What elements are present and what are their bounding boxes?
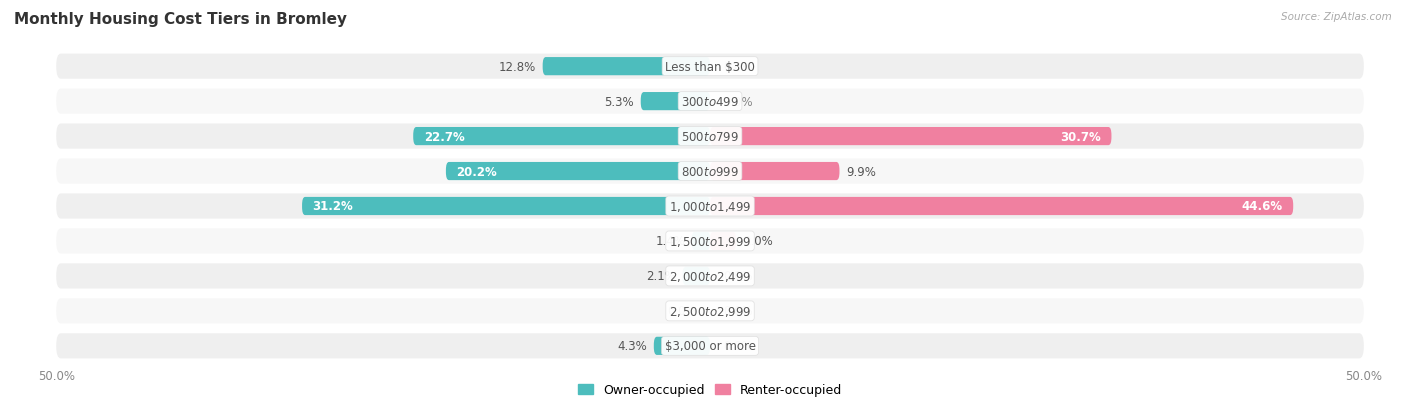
FancyBboxPatch shape xyxy=(413,128,710,146)
Text: 9.9%: 9.9% xyxy=(846,165,876,178)
Text: 22.7%: 22.7% xyxy=(423,130,464,143)
Text: $2,500 to $2,999: $2,500 to $2,999 xyxy=(669,304,751,318)
Text: 0.0%: 0.0% xyxy=(723,305,752,318)
FancyBboxPatch shape xyxy=(56,229,1364,254)
FancyBboxPatch shape xyxy=(56,89,1364,114)
FancyBboxPatch shape xyxy=(56,333,1364,358)
FancyBboxPatch shape xyxy=(56,159,1364,184)
Text: 0.0%: 0.0% xyxy=(723,270,752,283)
Text: $800 to $999: $800 to $999 xyxy=(681,165,740,178)
Text: 44.6%: 44.6% xyxy=(1241,200,1282,213)
Text: 0.0%: 0.0% xyxy=(723,61,752,74)
Text: 2.0%: 2.0% xyxy=(742,235,772,248)
FancyBboxPatch shape xyxy=(710,232,737,250)
FancyBboxPatch shape xyxy=(654,337,710,355)
Text: 5.3%: 5.3% xyxy=(605,95,634,108)
FancyBboxPatch shape xyxy=(710,128,1112,146)
Text: $1,000 to $1,499: $1,000 to $1,499 xyxy=(669,199,751,214)
Text: $3,000 or more: $3,000 or more xyxy=(665,339,755,352)
Text: 20.2%: 20.2% xyxy=(457,165,498,178)
Legend: Owner-occupied, Renter-occupied: Owner-occupied, Renter-occupied xyxy=(574,378,846,401)
Text: $300 to $499: $300 to $499 xyxy=(681,95,740,108)
Text: 2.1%: 2.1% xyxy=(647,270,676,283)
FancyBboxPatch shape xyxy=(56,55,1364,80)
FancyBboxPatch shape xyxy=(692,232,710,250)
FancyBboxPatch shape xyxy=(641,93,710,111)
FancyBboxPatch shape xyxy=(710,197,1294,216)
Text: 0.0%: 0.0% xyxy=(723,339,752,352)
FancyBboxPatch shape xyxy=(682,267,710,285)
Text: 4.3%: 4.3% xyxy=(617,339,647,352)
Text: 12.8%: 12.8% xyxy=(499,61,536,74)
FancyBboxPatch shape xyxy=(56,194,1364,219)
Text: 30.7%: 30.7% xyxy=(1060,130,1101,143)
FancyBboxPatch shape xyxy=(710,163,839,181)
Text: 0.0%: 0.0% xyxy=(668,305,697,318)
FancyBboxPatch shape xyxy=(446,163,710,181)
Text: 31.2%: 31.2% xyxy=(312,200,353,213)
Text: 0.0%: 0.0% xyxy=(723,95,752,108)
Text: $1,500 to $1,999: $1,500 to $1,999 xyxy=(669,235,751,248)
FancyBboxPatch shape xyxy=(543,58,710,76)
FancyBboxPatch shape xyxy=(56,299,1364,324)
FancyBboxPatch shape xyxy=(56,263,1364,289)
Text: Less than $300: Less than $300 xyxy=(665,61,755,74)
Text: 1.4%: 1.4% xyxy=(655,235,685,248)
Text: Monthly Housing Cost Tiers in Bromley: Monthly Housing Cost Tiers in Bromley xyxy=(14,12,347,27)
Text: $2,000 to $2,499: $2,000 to $2,499 xyxy=(669,269,751,283)
FancyBboxPatch shape xyxy=(56,124,1364,150)
Text: Source: ZipAtlas.com: Source: ZipAtlas.com xyxy=(1281,12,1392,22)
Text: $500 to $799: $500 to $799 xyxy=(681,130,740,143)
FancyBboxPatch shape xyxy=(302,197,710,216)
